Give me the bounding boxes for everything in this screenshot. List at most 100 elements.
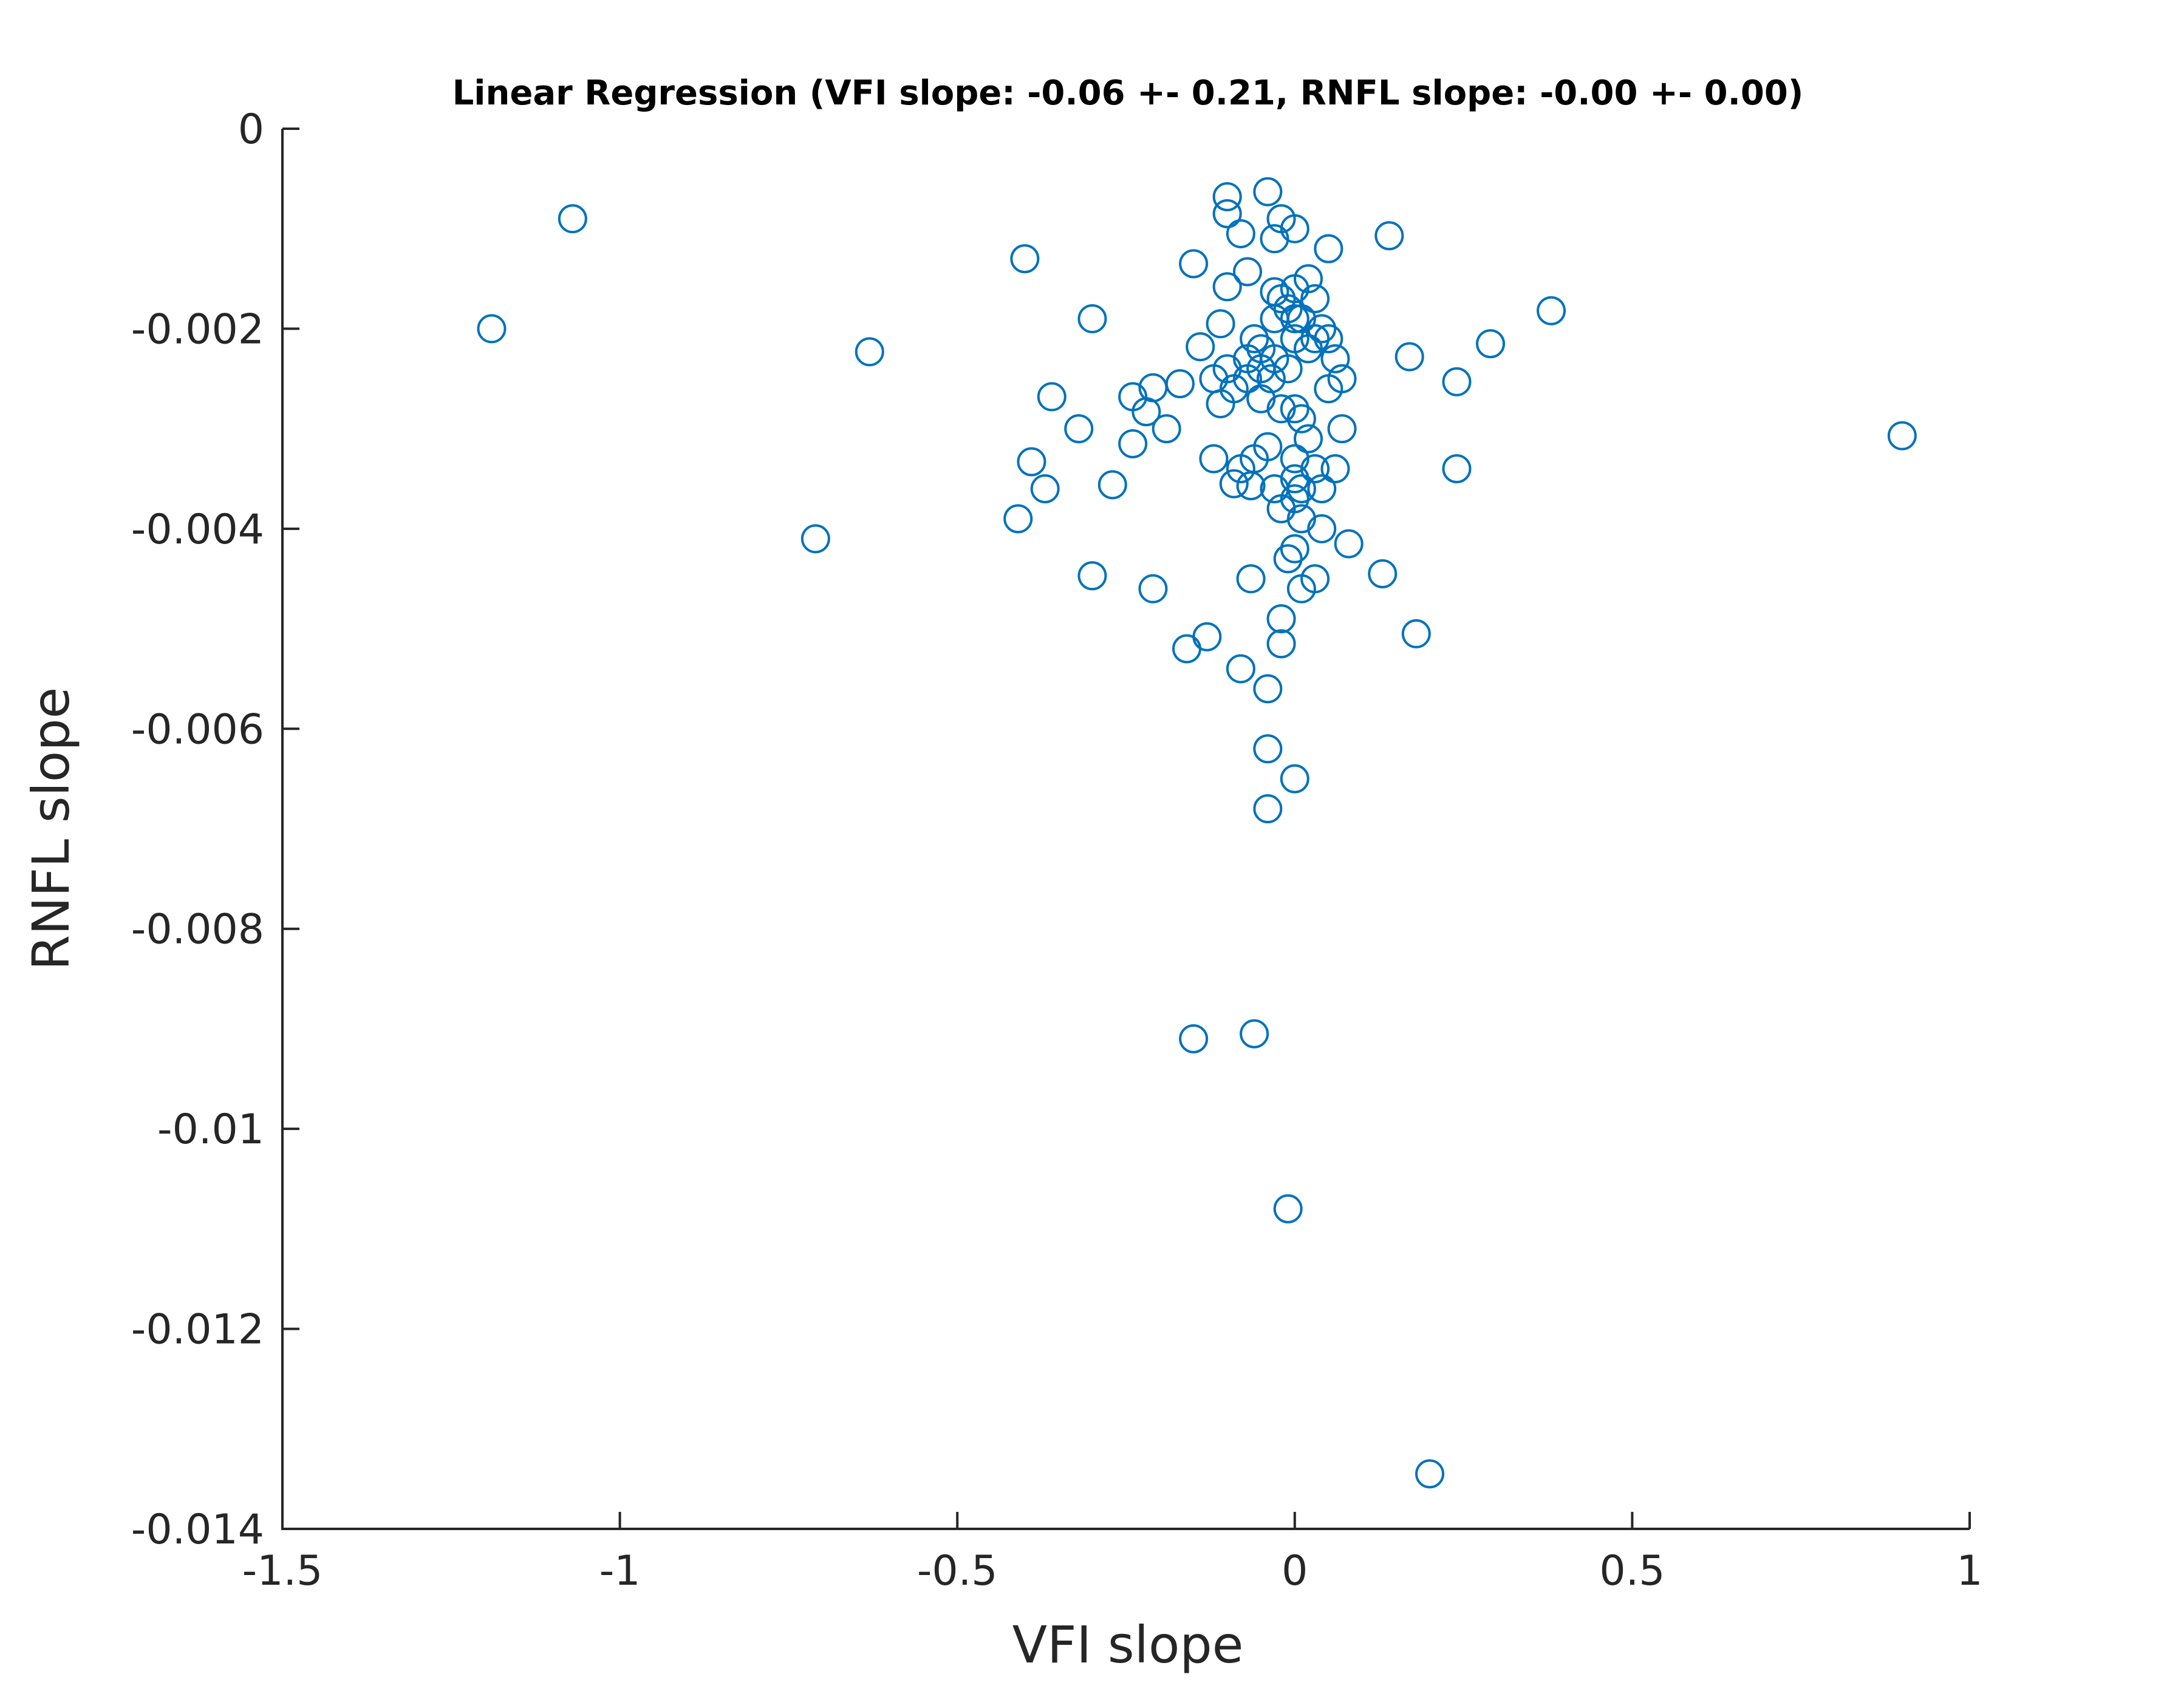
data-points <box>477 177 1917 1489</box>
data-point <box>1138 574 1168 604</box>
x-tick-label: -1 <box>599 1547 641 1595</box>
data-point <box>1280 304 1309 333</box>
data-point <box>1199 444 1229 474</box>
data-point <box>1273 1194 1303 1223</box>
data-point <box>1280 534 1309 563</box>
data-point <box>1300 564 1330 594</box>
data-point <box>1266 629 1296 659</box>
data-point <box>1037 382 1067 412</box>
data-point <box>1064 414 1094 444</box>
data-point <box>1003 504 1033 534</box>
data-point <box>1246 384 1276 413</box>
data-point <box>1286 304 1316 333</box>
data-point <box>1253 794 1283 824</box>
data-point <box>477 314 507 344</box>
data-point <box>1300 324 1330 353</box>
y-tick-label: -0.002 <box>131 305 264 353</box>
data-point <box>1327 364 1357 393</box>
x-tick-label: 1 <box>1956 1547 1982 1595</box>
data-point <box>1236 564 1266 594</box>
x-axis-ticks: -1.5 -1 -0.5 0 0.5 1 <box>242 1512 1983 1595</box>
y-tick-label: -0.012 <box>131 1306 264 1354</box>
axes <box>281 129 1970 1530</box>
data-point <box>1030 474 1060 503</box>
data-point <box>1212 199 1242 229</box>
data-point <box>1442 367 1472 396</box>
data-point <box>1294 264 1323 294</box>
data-point <box>1192 622 1222 652</box>
data-point <box>1172 634 1202 664</box>
data-point <box>1294 424 1323 454</box>
data-point <box>1212 354 1242 384</box>
data-point <box>1314 234 1343 264</box>
x-tick-label: 0 <box>1282 1547 1308 1595</box>
data-point <box>1286 474 1316 503</box>
data-point <box>1300 454 1330 484</box>
data-point <box>1253 432 1283 461</box>
y-tick-label: -0.004 <box>131 506 264 554</box>
data-point <box>855 337 884 367</box>
data-point <box>1206 309 1235 339</box>
data-point <box>1010 244 1040 274</box>
data-point <box>1280 214 1309 243</box>
data-point <box>1219 469 1249 498</box>
data-point <box>1280 444 1309 474</box>
data-point <box>1286 504 1316 534</box>
data-point <box>1280 394 1309 424</box>
data-point <box>1394 342 1424 372</box>
y-tick-label: -0.008 <box>131 906 264 954</box>
data-point <box>1280 464 1309 494</box>
data-point <box>1212 272 1242 302</box>
data-point <box>1206 389 1235 418</box>
data-point <box>1165 369 1195 399</box>
data-point <box>1327 414 1357 444</box>
data-point <box>1266 394 1296 424</box>
data-point <box>1226 654 1255 684</box>
data-point <box>1294 334 1323 364</box>
data-point <box>1266 604 1296 634</box>
data-point <box>1415 1459 1445 1489</box>
data-point <box>1280 764 1309 794</box>
y-axis-ticks: 0 -0.002 -0.004 -0.006 -0.008 -0.01 -0.012 -0.0… <box>131 106 299 1554</box>
axis-frame <box>281 129 1970 1530</box>
y-tick-label: -0.01 <box>157 1106 264 1154</box>
data-point <box>1442 454 1472 484</box>
data-point <box>1334 529 1364 559</box>
data-point <box>1273 354 1303 384</box>
y-tick-label: 0 <box>238 106 264 154</box>
data-point <box>1152 414 1181 444</box>
data-point <box>1320 454 1350 484</box>
data-point <box>1253 177 1283 206</box>
data-point <box>1233 257 1263 287</box>
data-point <box>1256 364 1286 393</box>
x-axis-label: VFI slope <box>1012 1615 1244 1675</box>
data-point <box>1240 324 1269 353</box>
data-point <box>1537 296 1566 325</box>
data-point <box>1179 249 1209 279</box>
data-point <box>1401 619 1431 648</box>
data-point <box>558 204 587 234</box>
data-point <box>1186 332 1215 362</box>
y-tick-label: -0.006 <box>131 706 264 754</box>
data-point <box>1280 484 1309 514</box>
data-point <box>1260 224 1289 254</box>
data-point <box>1887 421 1917 451</box>
data-point <box>1307 314 1337 344</box>
data-point <box>800 524 830 554</box>
data-point <box>1300 284 1330 314</box>
data-point <box>1240 1019 1269 1049</box>
data-point <box>1226 219 1255 248</box>
data-point <box>1307 474 1337 503</box>
data-point <box>1253 734 1283 764</box>
data-point <box>1179 1024 1209 1053</box>
chart-title: Linear Regression (VFI slope: -0.06 +- 0… <box>452 73 1804 113</box>
data-point <box>1368 559 1398 588</box>
x-tick-label: -0.5 <box>917 1547 998 1595</box>
data-point <box>1476 329 1506 359</box>
x-tick-label: -1.5 <box>242 1547 323 1595</box>
data-point <box>1212 182 1242 212</box>
data-point <box>1286 404 1316 434</box>
data-point <box>1077 561 1107 591</box>
data-point <box>1314 324 1343 353</box>
